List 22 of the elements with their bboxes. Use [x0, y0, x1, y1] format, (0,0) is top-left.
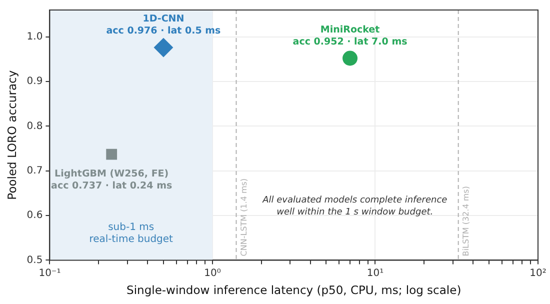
x-tick-label: 10² [530, 268, 546, 279]
y-axis-title: Pooled LORO accuracy [4, 70, 19, 200]
y-tick-label: 0.6 [26, 210, 43, 222]
y-tick-label: 0.8 [26, 120, 43, 132]
y-tick-label: 0.5 [26, 254, 43, 266]
x-axis-title: Single-window inference latency (p50, CPU, ms; log scale) [126, 283, 462, 298]
y-tick-label: 1.0 [26, 31, 43, 42]
data-label: acc 0.737 · lat 0.24 ms [51, 180, 172, 192]
y-tick-label: 0.7 [26, 165, 43, 176]
x-tick-label: 10⁻¹ [38, 268, 61, 279]
series-label: LightGBM (W256, FE) [54, 168, 169, 180]
text: 1D-CNN [142, 14, 184, 25]
y-tick-label: 0.9 [26, 76, 43, 88]
data-label: acc 0.976 · lat 0.5 ms [106, 26, 222, 37]
annotation: All evaluated models complete inference well within the 1 s window budget. [262, 196, 448, 218]
data-label: acc 0.952 · lat 7.0 ms [292, 36, 408, 48]
x-tick-label: 10⁰ [204, 268, 221, 279]
text: MiniRocket [320, 24, 380, 36]
band-label: sub-1 ms real-time budget [89, 222, 174, 246]
x-tick-label: 10¹ [366, 268, 384, 279]
ref-line-label: CNN-LSTM (1.4 ms) [239, 178, 248, 256]
ref-line-label: BiLSTM (32.4 ms) [461, 186, 470, 256]
